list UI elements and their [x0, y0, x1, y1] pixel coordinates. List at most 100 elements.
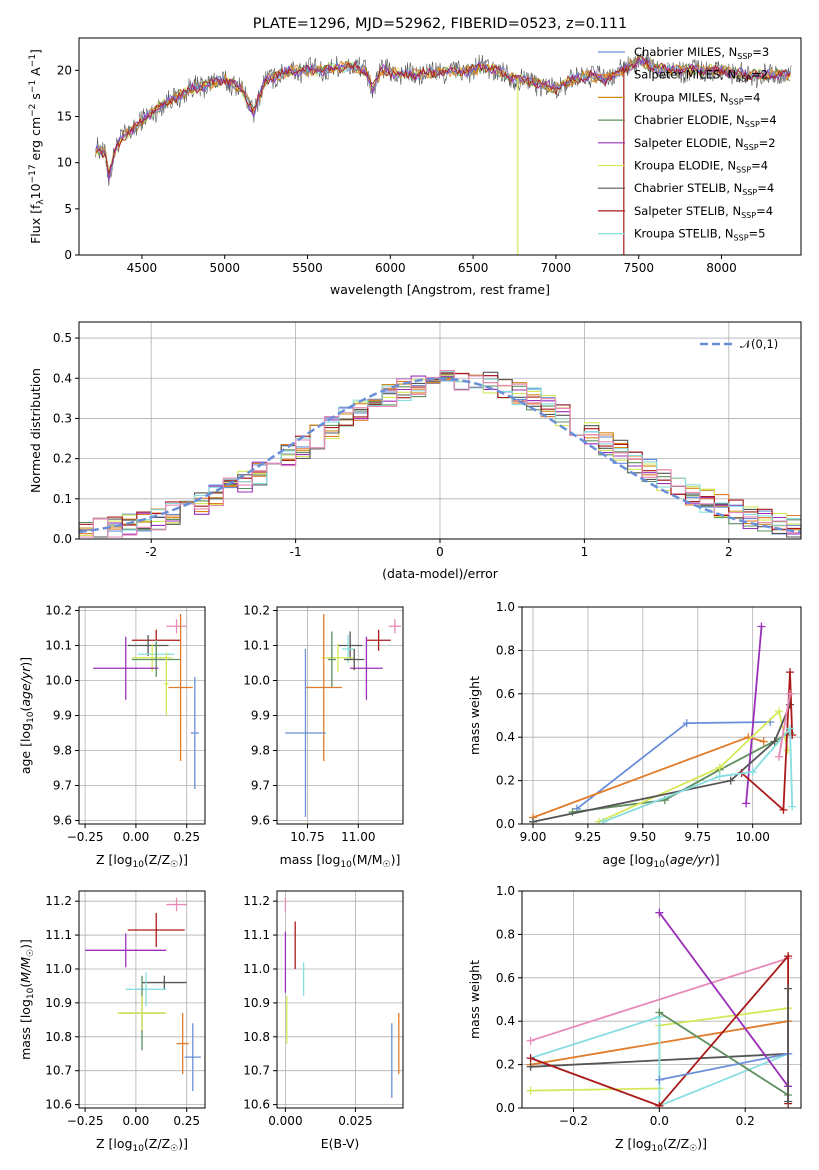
- y-tick-label: 0.2: [53, 452, 72, 466]
- x-tick-label: 6000: [375, 261, 406, 275]
- x-tick-label: 5500: [292, 261, 323, 275]
- x-tick-label: 0.0: [650, 1114, 669, 1128]
- data-point: [742, 799, 751, 808]
- mass-vs-Z-plot: [85, 897, 201, 1092]
- data-point: [568, 808, 577, 817]
- y-tick-label: 0.6: [496, 971, 515, 985]
- y-tick-label: 0.0: [496, 1101, 515, 1115]
- y-tick-label: 11.0: [45, 962, 72, 976]
- y-tick-label: 0.1: [53, 492, 72, 506]
- y-tick-label: 0: [64, 248, 72, 262]
- x-tick-label: -1: [290, 545, 302, 559]
- x-axis-label: Z [log10(Z/Z☉)]: [96, 1136, 188, 1154]
- data-point: [788, 802, 797, 811]
- y-tick-label: 11.1: [45, 928, 72, 942]
- mass-vs-Z-frame: [78, 890, 206, 1109]
- data-point: [655, 1075, 664, 1084]
- y-tick-label: 10.1: [243, 639, 270, 653]
- x-axis-label: Z [log10(Z/Z☉)]: [615, 1136, 707, 1154]
- series-line: [741, 672, 794, 812]
- y-tick-label: 1.0: [496, 884, 515, 898]
- data-point: [786, 689, 795, 698]
- y-tick-label: 9.6: [251, 814, 270, 828]
- y-axis-label: Normed distribution: [28, 368, 43, 493]
- y-tick-label: 9.6: [53, 814, 72, 828]
- mass-vs-EBV-plot: [284, 897, 400, 1098]
- data-point: [526, 1036, 535, 1045]
- y-axis-label: Flux [fλ10−17 erg cm−2 s−1 A−1]: [28, 49, 46, 244]
- legend-label: Chabrier MILES, NSSP=3: [634, 45, 769, 61]
- legend-label: Salpeter STELIB, NSSP=4: [634, 204, 773, 220]
- series-line: [530, 1015, 789, 1108]
- y-tick-label: 10.7: [243, 1064, 270, 1078]
- y-tick-label: 0.0: [496, 817, 515, 831]
- x-tick-label: 9.50: [629, 830, 656, 844]
- x-axis-label: age [log10(age/yr)]: [602, 852, 719, 870]
- massweight-vs-Z-axes: −0.2 0.0 0.2 0.0 0.2 0.4 0.6 0.8 1.0: [496, 884, 801, 1128]
- data-point: [528, 817, 537, 824]
- spectrum-frame: [78, 37, 802, 256]
- y-tick-label: 0.2: [496, 774, 515, 788]
- x-tick-label: 0.00: [123, 830, 150, 844]
- y-tick-label: 0.4: [496, 730, 515, 744]
- y-tick-label: 0.3: [53, 411, 72, 425]
- y-tick-label: 0.5: [53, 331, 72, 345]
- age-vs-Z-frame: [78, 606, 206, 825]
- series-line: [659, 1052, 789, 1081]
- x-tick-label: 0.000: [268, 1114, 302, 1128]
- y-tick-label: 9.9: [53, 709, 72, 723]
- x-tick-label: 9.25: [575, 830, 602, 844]
- x-tick-label: 8000: [706, 261, 737, 275]
- x-tick-label: 9.75: [684, 830, 711, 844]
- data-point: [655, 1008, 664, 1017]
- y-tick-label: 9.8: [53, 744, 72, 758]
- y-tick-label: 11.0: [243, 962, 270, 976]
- y-tick-label: 0.0: [53, 532, 72, 546]
- legend-label: Salpeter MILES, NSSP=2: [634, 68, 768, 84]
- spectrum-axes: 4500 5000 5500 6000 6500 7000 7500 8000 0 5 10 15 20: [57, 63, 737, 275]
- y-tick-label: 1.0: [496, 600, 515, 614]
- series-line: [95, 55, 791, 174]
- series-line: [572, 732, 791, 813]
- y-tick-label: 0.4: [53, 371, 72, 385]
- data-point: [786, 668, 795, 677]
- data-point: [786, 724, 795, 733]
- legend-label: Kroupa ELODIE, NSSP=4: [634, 159, 768, 175]
- data-point: [779, 805, 788, 814]
- x-axis-label: wavelength [Angstrom, rest frame]: [330, 282, 550, 297]
- series-line: [530, 957, 789, 1042]
- data-point: [770, 737, 779, 746]
- legend-label: 𝒩(0,1): [740, 337, 778, 351]
- y-tick-label: 11.1: [243, 928, 270, 942]
- data-point: [599, 817, 608, 824]
- y-tick-label: 10.9: [45, 996, 72, 1010]
- x-tick-label: 9.00: [520, 830, 547, 844]
- massweight-vs-age-frame: [521, 606, 802, 825]
- massweight-vs-Z-frame: [521, 890, 802, 1109]
- x-tick-label: -2: [145, 545, 157, 559]
- x-tick-label: −0.25: [67, 830, 104, 844]
- y-tick-label: 20: [57, 63, 72, 77]
- y-tick-label: 9.7: [53, 779, 72, 793]
- x-tick-label: 4500: [127, 261, 158, 275]
- data-point: [715, 772, 724, 781]
- series-line: [658, 912, 789, 1087]
- x-tick-label: 6500: [458, 261, 489, 275]
- spectrum-plot: [95, 50, 792, 255]
- massweight-vs-age-plot: [528, 622, 797, 824]
- data-point: [715, 763, 724, 772]
- data-point: [784, 952, 793, 961]
- histogram-step: [79, 369, 801, 538]
- age-vs-mass-frame: [276, 606, 404, 825]
- y-tick-label: 10.2: [45, 604, 72, 618]
- y-tick-label: 0.8: [496, 927, 515, 941]
- mass-vs-EBV-frame: [276, 890, 404, 1109]
- y-tick-label: 0.4: [496, 1014, 515, 1028]
- x-tick-label: 5000: [209, 261, 240, 275]
- legend-label: Chabrier STELIB, NSSP=4: [634, 181, 774, 197]
- data-point: [784, 1097, 793, 1106]
- age-vs-mass-axes: 10.75 11.00 9.6 9.7 9.8 9.9 10.0 10.1 10.2: [243, 604, 403, 844]
- series-line: [658, 1011, 789, 1096]
- y-tick-label: 10.8: [45, 1030, 72, 1044]
